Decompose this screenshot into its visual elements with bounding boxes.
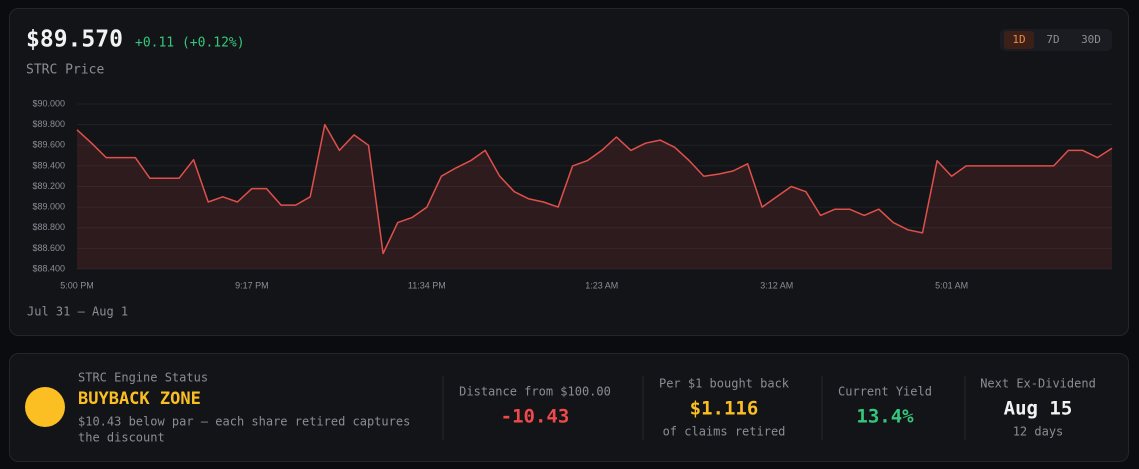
status-zone: BUYBACK ZONE bbox=[78, 389, 201, 409]
y-tick-label: $89.000 bbox=[32, 202, 65, 212]
status-description: the discount bbox=[78, 431, 165, 445]
stat-value: $1.116 bbox=[690, 398, 759, 420]
subtitle: STRC Price bbox=[26, 63, 104, 78]
price: $89.570 bbox=[26, 27, 123, 53]
y-tick-label: $89.400 bbox=[32, 160, 65, 170]
price-line bbox=[76, 123, 1113, 255]
timeframe-active bbox=[1004, 31, 1034, 49]
y-tick-label: $89.800 bbox=[32, 119, 65, 129]
x-tick-label: 11:34 PM bbox=[408, 280, 446, 290]
stat-label: Current Yield bbox=[838, 385, 932, 399]
stat-value: Aug 15 bbox=[1004, 398, 1073, 420]
stat-label: Distance from $100.00 bbox=[459, 385, 611, 399]
stat-note: 12 days bbox=[1013, 425, 1064, 439]
status-label: STRC Engine Status bbox=[78, 371, 208, 385]
price-change: +0.11 (+0.12%) bbox=[135, 36, 245, 51]
status-indicator bbox=[25, 387, 65, 427]
x-tick-label: 3:12 AM bbox=[760, 280, 793, 290]
y-tick-label: $90.000 bbox=[32, 98, 65, 108]
stat-label: Per $1 bought back bbox=[659, 377, 790, 391]
plot: $88.400 $88.600 $88.800 $89.000 $89.200 $89.4… bbox=[32, 98, 1113, 290]
timeframe-button[interactable]: 1D bbox=[1012, 33, 1025, 46]
x-tick-label: 5:01 AM bbox=[935, 280, 968, 290]
price-card bbox=[9, 8, 1129, 336]
status-description: $10.43 below par — each share retired ca… bbox=[78, 415, 410, 429]
x-tick-label: 1:23 AM bbox=[585, 280, 618, 290]
stat-note: of claims retired bbox=[663, 425, 786, 439]
date-range: Jul 31 – Aug 1 bbox=[27, 305, 128, 319]
stat-label: Next Ex-Dividend bbox=[980, 377, 1096, 391]
x-tick-label: 5:00 PM bbox=[60, 280, 94, 290]
y-tick-label: $89.600 bbox=[32, 140, 65, 150]
y-tick-label: $88.600 bbox=[32, 243, 65, 253]
y-tick-label: $88.400 bbox=[32, 263, 65, 273]
y-tick-label: $89.200 bbox=[32, 181, 65, 191]
timeframe-button[interactable]: 7D bbox=[1046, 33, 1059, 46]
y-tick-label: $88.800 bbox=[32, 222, 65, 232]
timeframe-button[interactable]: 30D bbox=[1081, 33, 1101, 46]
x-tick-label: 9:17 PM bbox=[235, 280, 269, 290]
status-card bbox=[9, 353, 1129, 462]
stat-value: 13.4% bbox=[856, 406, 914, 428]
area bbox=[77, 124, 1112, 269]
stat-value: -10.43 bbox=[501, 406, 570, 428]
